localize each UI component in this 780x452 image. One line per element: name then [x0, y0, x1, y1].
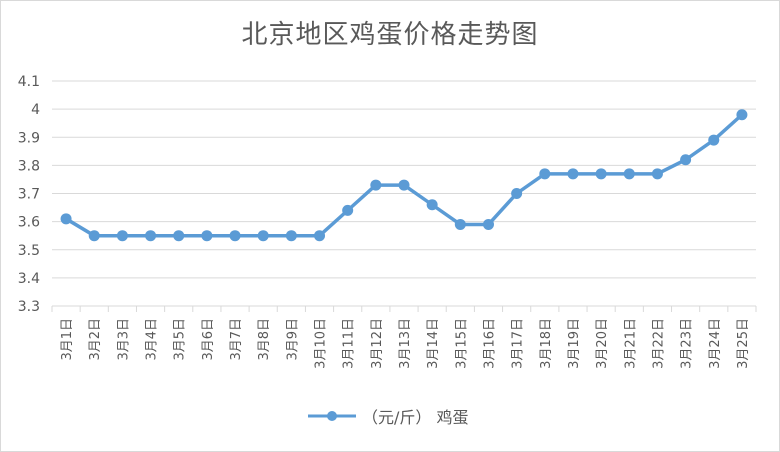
x-tick-label: 3月18日 — [539, 318, 554, 369]
data-point — [680, 154, 692, 166]
x-tick-label: 3月14日 — [426, 318, 441, 369]
legend: （元/斤） 鸡蛋 — [306, 404, 468, 428]
legend-line-marker-icon — [308, 411, 356, 421]
x-tick-label: 3月11日 — [342, 318, 357, 369]
data-point — [708, 134, 720, 146]
x-tick-label: 3月5日 — [173, 318, 188, 361]
data-point — [454, 218, 466, 230]
x-tick-label: 3月7日 — [229, 318, 244, 361]
data-point — [201, 230, 213, 242]
data-point — [567, 168, 579, 180]
data-point — [623, 168, 635, 180]
data-point — [426, 199, 438, 211]
data-point — [257, 230, 269, 242]
y-tick-label: 3.5 — [18, 243, 40, 259]
data-point — [116, 230, 128, 242]
x-tick-label: 3月8日 — [257, 318, 272, 361]
data-point — [398, 179, 410, 191]
y-tick-label: 3.3 — [18, 299, 40, 315]
x-tick-label: 3月1日 — [60, 318, 75, 361]
data-point — [482, 218, 494, 230]
data-point — [342, 204, 354, 216]
x-tick-label: 3月10日 — [314, 318, 329, 369]
x-tick-label: 3月4日 — [145, 318, 160, 361]
x-tick-label: 3月9日 — [285, 318, 300, 361]
data-point — [285, 230, 297, 242]
x-tick-label: 3月21日 — [623, 318, 638, 369]
x-tick-label: 3月20日 — [595, 318, 610, 369]
x-tick-label: 3月12日 — [370, 318, 385, 369]
data-point — [229, 230, 241, 242]
x-tick-label: 3月15日 — [454, 318, 469, 369]
x-tick-label: 3月24日 — [708, 318, 723, 369]
data-point — [60, 213, 72, 225]
y-tick-label: 3.9 — [18, 130, 40, 146]
x-tick-label: 3月16日 — [482, 318, 497, 369]
x-tick-label: 3月19日 — [567, 318, 582, 369]
y-tick-label: 4 — [31, 102, 40, 118]
series-line — [64, 113, 744, 238]
x-tick-label: 3月13日 — [398, 318, 413, 369]
x-tick-label: 3月2日 — [88, 318, 103, 361]
data-point — [145, 230, 157, 242]
y-tick-label: 3.4 — [18, 271, 40, 287]
data-point — [88, 230, 100, 242]
data-point — [314, 230, 326, 242]
legend-label: （元/斤） 鸡蛋 — [362, 408, 469, 427]
data-point — [651, 168, 663, 180]
y-tick-label: 3.7 — [18, 187, 40, 203]
x-tick-label: 3月17日 — [511, 318, 526, 369]
x-tick-label: 3月6日 — [201, 318, 216, 361]
chart-title: 北京地区鸡蛋价格走势图 — [241, 20, 539, 50]
data-point — [370, 179, 382, 191]
y-tick-label: 3.8 — [18, 158, 40, 174]
y-tick-label: 4.1 — [18, 74, 40, 90]
data-point — [595, 168, 607, 180]
data-point — [511, 188, 523, 199]
data-point — [736, 109, 748, 121]
x-tick-label: 3月23日 — [680, 318, 695, 369]
data-point — [173, 230, 185, 242]
y-tick-label: 3.6 — [18, 215, 40, 231]
data-point — [539, 168, 551, 180]
x-tick-label: 3月25日 — [736, 318, 751, 369]
x-tick-label: 3月3日 — [116, 318, 131, 361]
x-tick-label: 3月22日 — [651, 318, 666, 369]
